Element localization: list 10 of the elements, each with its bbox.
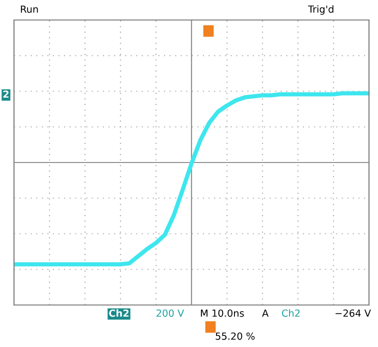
- text: −264 V: [336, 309, 371, 317]
- text: 55.20 %: [216, 332, 255, 340]
- text: Run: [20, 6, 38, 13]
- text: Ch2: [282, 309, 300, 317]
- text: M 10.0ns: [200, 309, 244, 317]
- text: 2: [3, 90, 9, 98]
- text: 200 V: [156, 309, 184, 317]
- text: Ch2: [109, 309, 129, 317]
- text: Trig'd: [308, 5, 334, 15]
- text: A: [262, 310, 269, 317]
